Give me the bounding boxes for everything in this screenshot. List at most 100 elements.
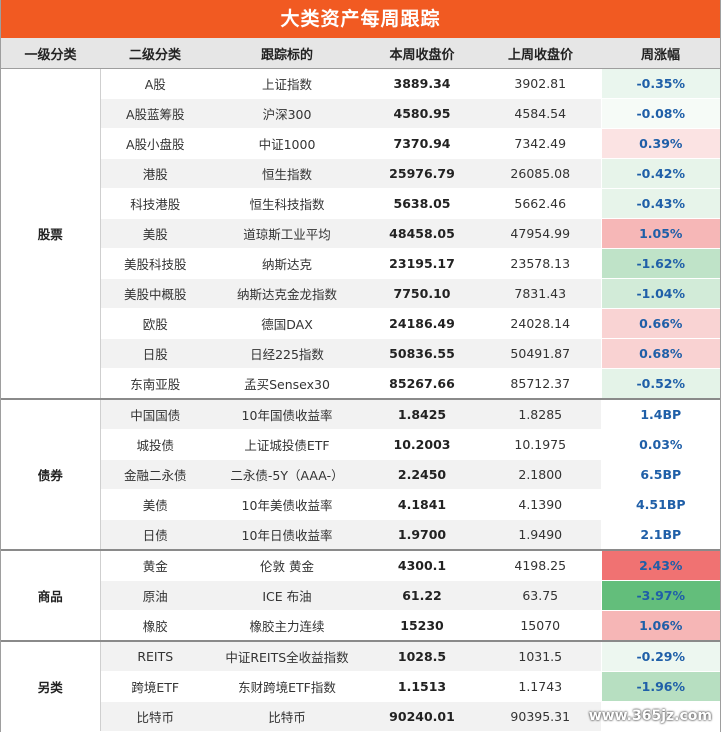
last-week-close-cell: 1.9490 — [480, 519, 601, 551]
table-row: A股蓝筹股 沪深300 4580.95 4584.54 -0.08% — [1, 98, 720, 129]
watermark: www.365jz.com — [588, 708, 712, 724]
target-cell: 德国DAX — [210, 308, 364, 339]
table-row: 另类 REITS 中证REITS全收益指数 1028.5 1031.5 -0.29% — [1, 640, 720, 732]
table-row: 美股科技股 纳斯达克 23195.17 23578.13 -1.62% — [1, 248, 720, 279]
header-weekly-change: 周涨幅 — [601, 38, 720, 69]
target-cell: 恒生科技指数 — [210, 188, 364, 219]
subcategory-cell: A股 — [100, 68, 210, 99]
target-cell: 东财跨境ETF指数 — [210, 671, 364, 702]
target-cell: 二永债-5Y（AAA-） — [210, 459, 364, 490]
weekly-change-cell: 6.5BP — [600, 459, 720, 490]
subcategory-cell: 跨境ETF — [100, 671, 210, 702]
weekly-change-cell: -1.96% — [600, 671, 720, 702]
table-row: 美债 10年美债收益率 4.1841 4.1390 4.51BP — [1, 489, 720, 520]
last-week-close-cell: 10.1975 — [480, 429, 601, 460]
table-row: 科技港股 恒生科技指数 5638.05 5662.46 -0.43% — [1, 188, 720, 219]
weekly-change-cell: -3.97% — [600, 580, 720, 611]
table-row: 欧股 德国DAX 24186.49 24028.14 0.66% — [1, 308, 720, 339]
target-cell: 10年日债收益率 — [210, 519, 364, 551]
subcategory-cell: 日债 — [100, 519, 210, 551]
this-week-close-cell: 4300.1 — [364, 549, 480, 581]
header-target: 跟踪标的 — [210, 38, 364, 69]
table-row: 橡胶 橡胶主力连续 15230 15070 1.06% — [1, 610, 720, 642]
last-week-close-cell: 7342.49 — [480, 128, 601, 159]
weekly-change-cell: -0.52% — [600, 368, 720, 400]
header-last-week-close: 上周收盘价 — [480, 38, 601, 69]
table-row: 跨境ETF 东财跨境ETF指数 1.1513 1.1743 -1.96% — [1, 671, 720, 702]
last-week-close-cell: 85712.37 — [480, 368, 601, 400]
this-week-close-cell: 90240.01 — [364, 701, 480, 732]
weekly-change-cell — [600, 701, 720, 732]
this-week-close-cell: 15230 — [364, 610, 480, 642]
this-week-close-cell: 1.1513 — [364, 671, 480, 702]
table-row: 美股中概股 纳斯达克金龙指数 7750.10 7831.43 -1.04% — [1, 278, 720, 309]
group-label: 商品 — [1, 549, 101, 642]
weekly-change-cell: 2.1BP — [600, 519, 720, 551]
subcategory-cell: 科技港股 — [100, 188, 210, 219]
target-cell: 道琼斯工业平均 — [210, 218, 364, 249]
last-week-close-cell: 50491.87 — [480, 338, 601, 369]
last-week-close-cell: 26085.08 — [480, 158, 601, 189]
this-week-close-cell: 85267.66 — [364, 368, 480, 400]
target-cell: 纳斯达克金龙指数 — [210, 278, 364, 309]
subcategory-cell: 中国国债 — [100, 398, 210, 430]
last-week-close-cell: 5662.46 — [480, 188, 601, 219]
target-cell: 上证指数 — [210, 68, 364, 99]
target-cell: 比特币 — [210, 701, 364, 732]
subcategory-cell: 美债 — [100, 489, 210, 520]
weekly-change-cell: 0.66% — [600, 308, 720, 339]
last-week-close-cell: 47954.99 — [480, 218, 601, 249]
weekly-change-cell: 2.43% — [600, 549, 720, 581]
target-cell: 橡胶主力连续 — [210, 610, 364, 642]
header-row: 一级分类 二级分类 跟踪标的 本周收盘价 上周收盘价 周涨幅 — [1, 38, 720, 69]
last-week-close-cell: 1031.5 — [480, 640, 601, 672]
target-cell: 10年国债收益率 — [210, 398, 364, 430]
last-week-close-cell: 7831.43 — [480, 278, 601, 309]
subcategory-cell: 黄金 — [100, 549, 210, 581]
subcategory-cell: 美股中概股 — [100, 278, 210, 309]
this-week-close-cell: 10.2003 — [364, 429, 480, 460]
weekly-change-cell: -0.35% — [600, 68, 720, 99]
page-title: 大类资产每周跟踪 — [1, 0, 720, 38]
weekly-change-cell: -0.08% — [600, 98, 720, 129]
group-label: 另类 — [1, 640, 101, 732]
last-week-close-cell: 4584.54 — [480, 98, 601, 129]
this-week-close-cell: 7750.10 — [364, 278, 480, 309]
subcategory-cell: 城投债 — [100, 429, 210, 460]
target-cell: 中证REITS全收益指数 — [210, 640, 364, 672]
this-week-close-cell: 1028.5 — [364, 640, 480, 672]
subcategory-cell: 港股 — [100, 158, 210, 189]
table-row: 港股 恒生指数 25976.79 26085.08 -0.42% — [1, 158, 720, 189]
table-row: 股票 A股 上证指数 3889.34 3902.81 -0.35% — [1, 68, 720, 400]
weekly-change-cell: -0.42% — [600, 158, 720, 189]
table-body: 股票 A股 上证指数 3889.34 3902.81 -0.35% A股蓝筹股 沪深300 45… — [1, 68, 720, 732]
this-week-close-cell: 3889.34 — [364, 68, 480, 99]
target-cell: 沪深300 — [210, 98, 364, 129]
table-row: 城投债 上证城投债ETF 10.2003 10.1975 0.03% — [1, 429, 720, 460]
target-cell: 10年美债收益率 — [210, 489, 364, 520]
subcategory-cell: 原油 — [100, 580, 210, 611]
weekly-change-cell: 0.68% — [600, 338, 720, 369]
target-cell: 孟买Sensex30 — [210, 368, 364, 400]
table-row: 日债 10年日债收益率 1.9700 1.9490 2.1BP — [1, 519, 720, 551]
table-row: 美股 道琼斯工业平均 48458.05 47954.99 1.05% — [1, 218, 720, 249]
this-week-close-cell: 4580.95 — [364, 98, 480, 129]
target-cell: ICE 布油 — [210, 580, 364, 611]
table-row: 日股 日经225指数 50836.55 50491.87 0.68% — [1, 338, 720, 369]
target-cell: 中证1000 — [210, 128, 364, 159]
subcategory-cell: 美股科技股 — [100, 248, 210, 279]
this-week-close-cell: 48458.05 — [364, 218, 480, 249]
this-week-close-cell: 4.1841 — [364, 489, 480, 520]
subcategory-cell: 橡胶 — [100, 610, 210, 642]
subcategory-cell: 金融二永债 — [100, 459, 210, 490]
weekly-change-cell: 0.39% — [600, 128, 720, 159]
table-row: 商品 黄金 伦敦 黄金 4300.1 4198.25 2.43% — [1, 549, 720, 642]
subcategory-cell: 比特币 — [100, 701, 210, 732]
target-cell: 上证城投债ETF — [210, 429, 364, 460]
weekly-change-cell: 1.4BP — [600, 398, 720, 430]
this-week-close-cell: 61.22 — [364, 580, 480, 611]
table-row: 东南亚股 孟买Sensex30 85267.66 85712.37 -0.52% — [1, 368, 720, 400]
subcategory-cell: REITS — [100, 640, 210, 672]
last-week-close-cell: 23578.13 — [480, 248, 601, 279]
last-week-close-cell: 90395.31 — [480, 701, 601, 732]
